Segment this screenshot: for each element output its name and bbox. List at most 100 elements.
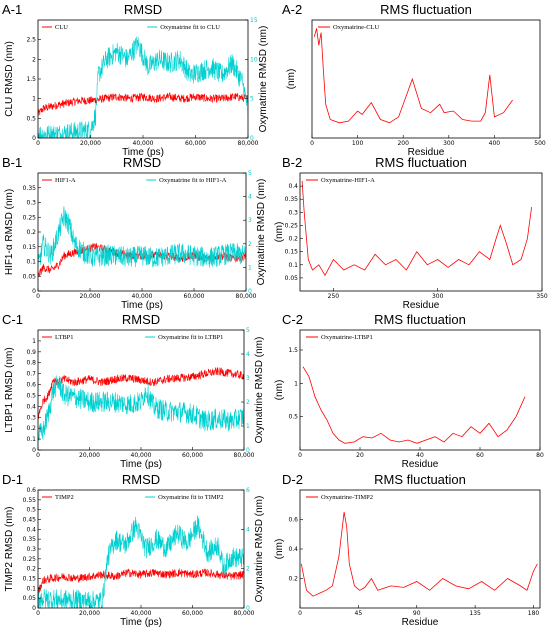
x-tick-label: 20,000	[79, 452, 100, 459]
x-tick-label: 0	[298, 610, 302, 617]
x-tick-label: 45	[355, 610, 363, 617]
y-right-tick-label: 3	[248, 217, 252, 224]
chart-title: RMSD	[122, 312, 160, 327]
y-tick-label: 2	[32, 56, 36, 63]
chart-title: RMS fluctuation	[380, 2, 472, 17]
x-axis-label: Time (ps)	[122, 147, 164, 158]
series-line-ligand	[38, 375, 244, 442]
y-axis-label: CLU RMSD (nm)	[4, 41, 15, 117]
y-axis-label: HIF1-α RMSD (nm)	[4, 189, 15, 275]
y-tick-label: 0.25	[23, 556, 37, 563]
x-tick-label: 20	[356, 452, 364, 459]
y-right-tick-label: 3	[246, 375, 250, 382]
chart-title: RMS fluctuation	[374, 312, 466, 327]
y-tick-label: 1.5	[288, 347, 298, 354]
x-tick-label: 0	[36, 140, 40, 147]
legend-entry: Oxymatrine fit to CLU	[160, 24, 220, 31]
x-tick-label: 80,000	[234, 610, 255, 617]
y-tick-label: 0.5	[288, 414, 298, 421]
x-tick-label: 0	[298, 452, 302, 459]
y-tick-label: 0	[32, 288, 36, 295]
y-right-axis-label: Oxymatrine RMSD (nm)	[254, 337, 265, 444]
x-tick-label: 100	[352, 140, 364, 147]
legend-entry: Oxymatrine-CLU	[333, 24, 380, 31]
y-tick-label: 0.2	[26, 425, 36, 432]
x-tick-label: 60	[476, 452, 484, 459]
chart-title: RMSD	[123, 155, 161, 170]
x-tick-label: 60,000	[184, 293, 205, 300]
x-axis-label: Time (ps)	[120, 459, 162, 470]
series-line-protein	[300, 512, 538, 597]
x-tick-label: 90	[413, 610, 421, 617]
y-right-tick-label: 5	[246, 327, 250, 334]
y-tick-label: 0.25	[23, 214, 37, 221]
y-tick-label: 0.8	[26, 360, 36, 367]
y-tick-label: 0.3	[288, 209, 298, 216]
x-axis-label: Residue	[402, 459, 439, 470]
y-tick-label: 0.4	[288, 546, 298, 553]
y-tick-label: 1	[294, 380, 298, 387]
x-axis-label: Time (ps)	[121, 300, 163, 311]
y-tick-label: 0.3	[26, 546, 36, 553]
x-tick-label: 20,000	[79, 610, 100, 617]
series-line-protein	[38, 92, 248, 116]
y-tick-label: 0.15	[285, 249, 299, 256]
chart-title: RMSD	[124, 2, 162, 17]
y-axis-label: TIMP2 RMSD (nm)	[4, 507, 15, 592]
y-tick-label: 0	[32, 605, 36, 612]
legend-entry: Oxymatrine-TIMP2	[321, 494, 373, 501]
y-right-tick-label: 10	[250, 56, 258, 63]
y-right-axis-label: Oxymatrine RMSD (nm)	[254, 496, 265, 603]
y-tick-label: 0.3	[26, 414, 36, 421]
series-line-protein	[38, 367, 244, 419]
legend-entry: Oxymatrine fit to LTBP1	[158, 334, 223, 341]
y-axis-label: (nm)	[286, 69, 297, 90]
x-tick-label: 300	[443, 140, 455, 147]
legend-entry: Oxymatrine fit to HIF1-A	[159, 177, 227, 184]
y-tick-label: 0.05	[23, 273, 37, 280]
y-tick-label: 0.05	[285, 275, 299, 282]
x-tick-label: 400	[489, 140, 501, 147]
panel-label: D-1	[2, 472, 23, 487]
chart-a-2: A-2 RMS fluctuation 0 100 200 300 400 500 Residu…	[282, 2, 546, 158]
y-tick-label: 0.7	[26, 371, 36, 378]
legend-entry: CLU	[55, 24, 68, 31]
series-line-protein	[302, 366, 526, 444]
plot-frame	[311, 19, 541, 139]
y-tick-label: 0.35	[285, 196, 299, 203]
x-tick-label: 40,000	[131, 452, 152, 459]
x-tick-label: 250	[328, 293, 340, 300]
x-tick-label: 0	[310, 140, 314, 147]
x-axis-label: Residue	[402, 617, 439, 628]
y-tick-label: 0.4	[26, 526, 36, 533]
series-line-protein	[313, 28, 513, 124]
x-tick-label: 180	[528, 610, 540, 617]
x-tick-label: 40,000	[131, 610, 152, 617]
series-line-ligand	[38, 36, 248, 138]
x-tick-label: 300	[432, 293, 444, 300]
y-right-tick-label: 2	[248, 241, 252, 248]
y-tick-label: 0.2	[288, 236, 298, 243]
legend-entry: HIF1-A	[55, 177, 76, 184]
y-tick-label: 1	[32, 96, 36, 103]
panel-label: C-1	[2, 312, 23, 327]
y-right-tick-label: 1	[248, 264, 252, 271]
y-tick-label: 0.1	[26, 585, 36, 592]
plot-frame	[299, 489, 541, 609]
panel-label: C-2	[282, 312, 303, 327]
y-tick-label: 0.1	[26, 259, 36, 266]
y-tick-label: 0.5	[26, 115, 36, 122]
y-tick-label: 0.6	[26, 487, 36, 494]
x-tick-label: 80	[536, 452, 544, 459]
x-tick-label: 200	[397, 140, 409, 147]
y-right-tick-label: 0	[246, 447, 250, 454]
y-right-tick-label: 4	[246, 526, 250, 533]
y-tick-label: 0.15	[23, 244, 37, 251]
legend-entry: Oxymatrine fit to TIMP2	[158, 494, 223, 501]
chart-title: RMS fluctuation	[374, 472, 466, 487]
legend-entry: LTBP1	[55, 334, 74, 341]
y-right-tick-label: 15	[250, 17, 258, 24]
